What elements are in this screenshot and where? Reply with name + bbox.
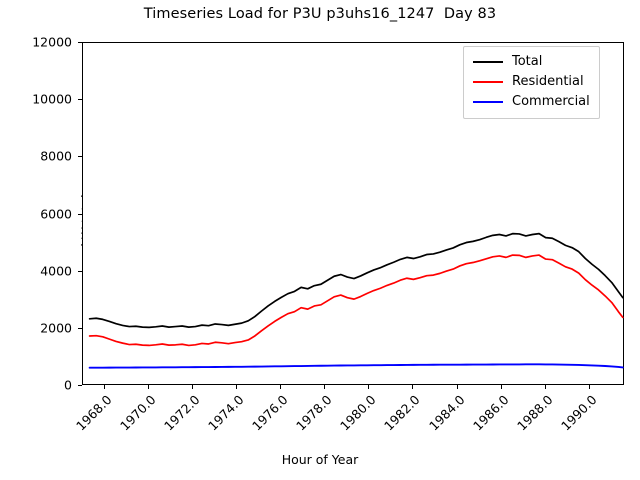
x-tick-mark: [456, 385, 458, 389]
series-line-commercial: [90, 364, 623, 367]
series-line-total: [90, 234, 623, 328]
x-tick-mark: [588, 385, 590, 389]
x-tick-mark: [500, 385, 502, 389]
y-tick-label: 12000: [32, 34, 72, 50]
series-line-residential: [90, 255, 623, 345]
y-tick-label: 8000: [40, 148, 72, 164]
legend-swatch-icon: [473, 81, 503, 83]
x-tick-mark: [280, 385, 282, 389]
y-tick-label: 2000: [40, 320, 72, 336]
legend-item-total: Total: [473, 52, 590, 72]
legend-label: Commercial: [512, 94, 590, 109]
x-tick-mark: [368, 385, 370, 389]
legend-swatch-icon: [473, 101, 503, 103]
legend-label: Total: [512, 54, 543, 69]
series-canvas: [83, 43, 625, 386]
x-tick-mark: [192, 385, 194, 389]
x-tick-mark: [544, 385, 546, 389]
y-tick-label: 10000: [32, 91, 72, 107]
legend-label: Residential: [512, 74, 584, 89]
y-tick-label: 4000: [40, 263, 72, 279]
legend-swatch-icon: [473, 61, 503, 63]
chart-legend: Total Residential Commercial: [463, 46, 600, 119]
y-axis-tick-labels: 0 2000 4000 6000 8000 10000 12000: [0, 0, 80, 480]
y-tick-mark: [78, 156, 82, 158]
x-axis-label: Hour of Year: [281, 452, 359, 467]
y-tick-mark: [78, 385, 82, 386]
chart-title: Timeseries Load for P3U p3uhs16_1247 Day…: [143, 6, 497, 22]
y-tick-label: 0: [64, 377, 72, 393]
x-tick-mark: [236, 385, 238, 389]
x-tick-mark: [412, 385, 414, 389]
y-tick-label: 6000: [40, 206, 72, 221]
y-tick-mark: [78, 42, 82, 43]
y-tick-mark: [78, 327, 82, 329]
x-tick-mark: [148, 385, 150, 389]
y-tick-mark: [78, 213, 82, 215]
legend-item-residential: Residential: [473, 72, 590, 92]
x-tick-mark: [324, 385, 326, 389]
y-tick-mark: [78, 270, 82, 272]
x-tick-mark: [104, 385, 106, 389]
y-tick-mark: [78, 99, 82, 101]
legend-item-commercial: Commercial: [473, 92, 590, 112]
